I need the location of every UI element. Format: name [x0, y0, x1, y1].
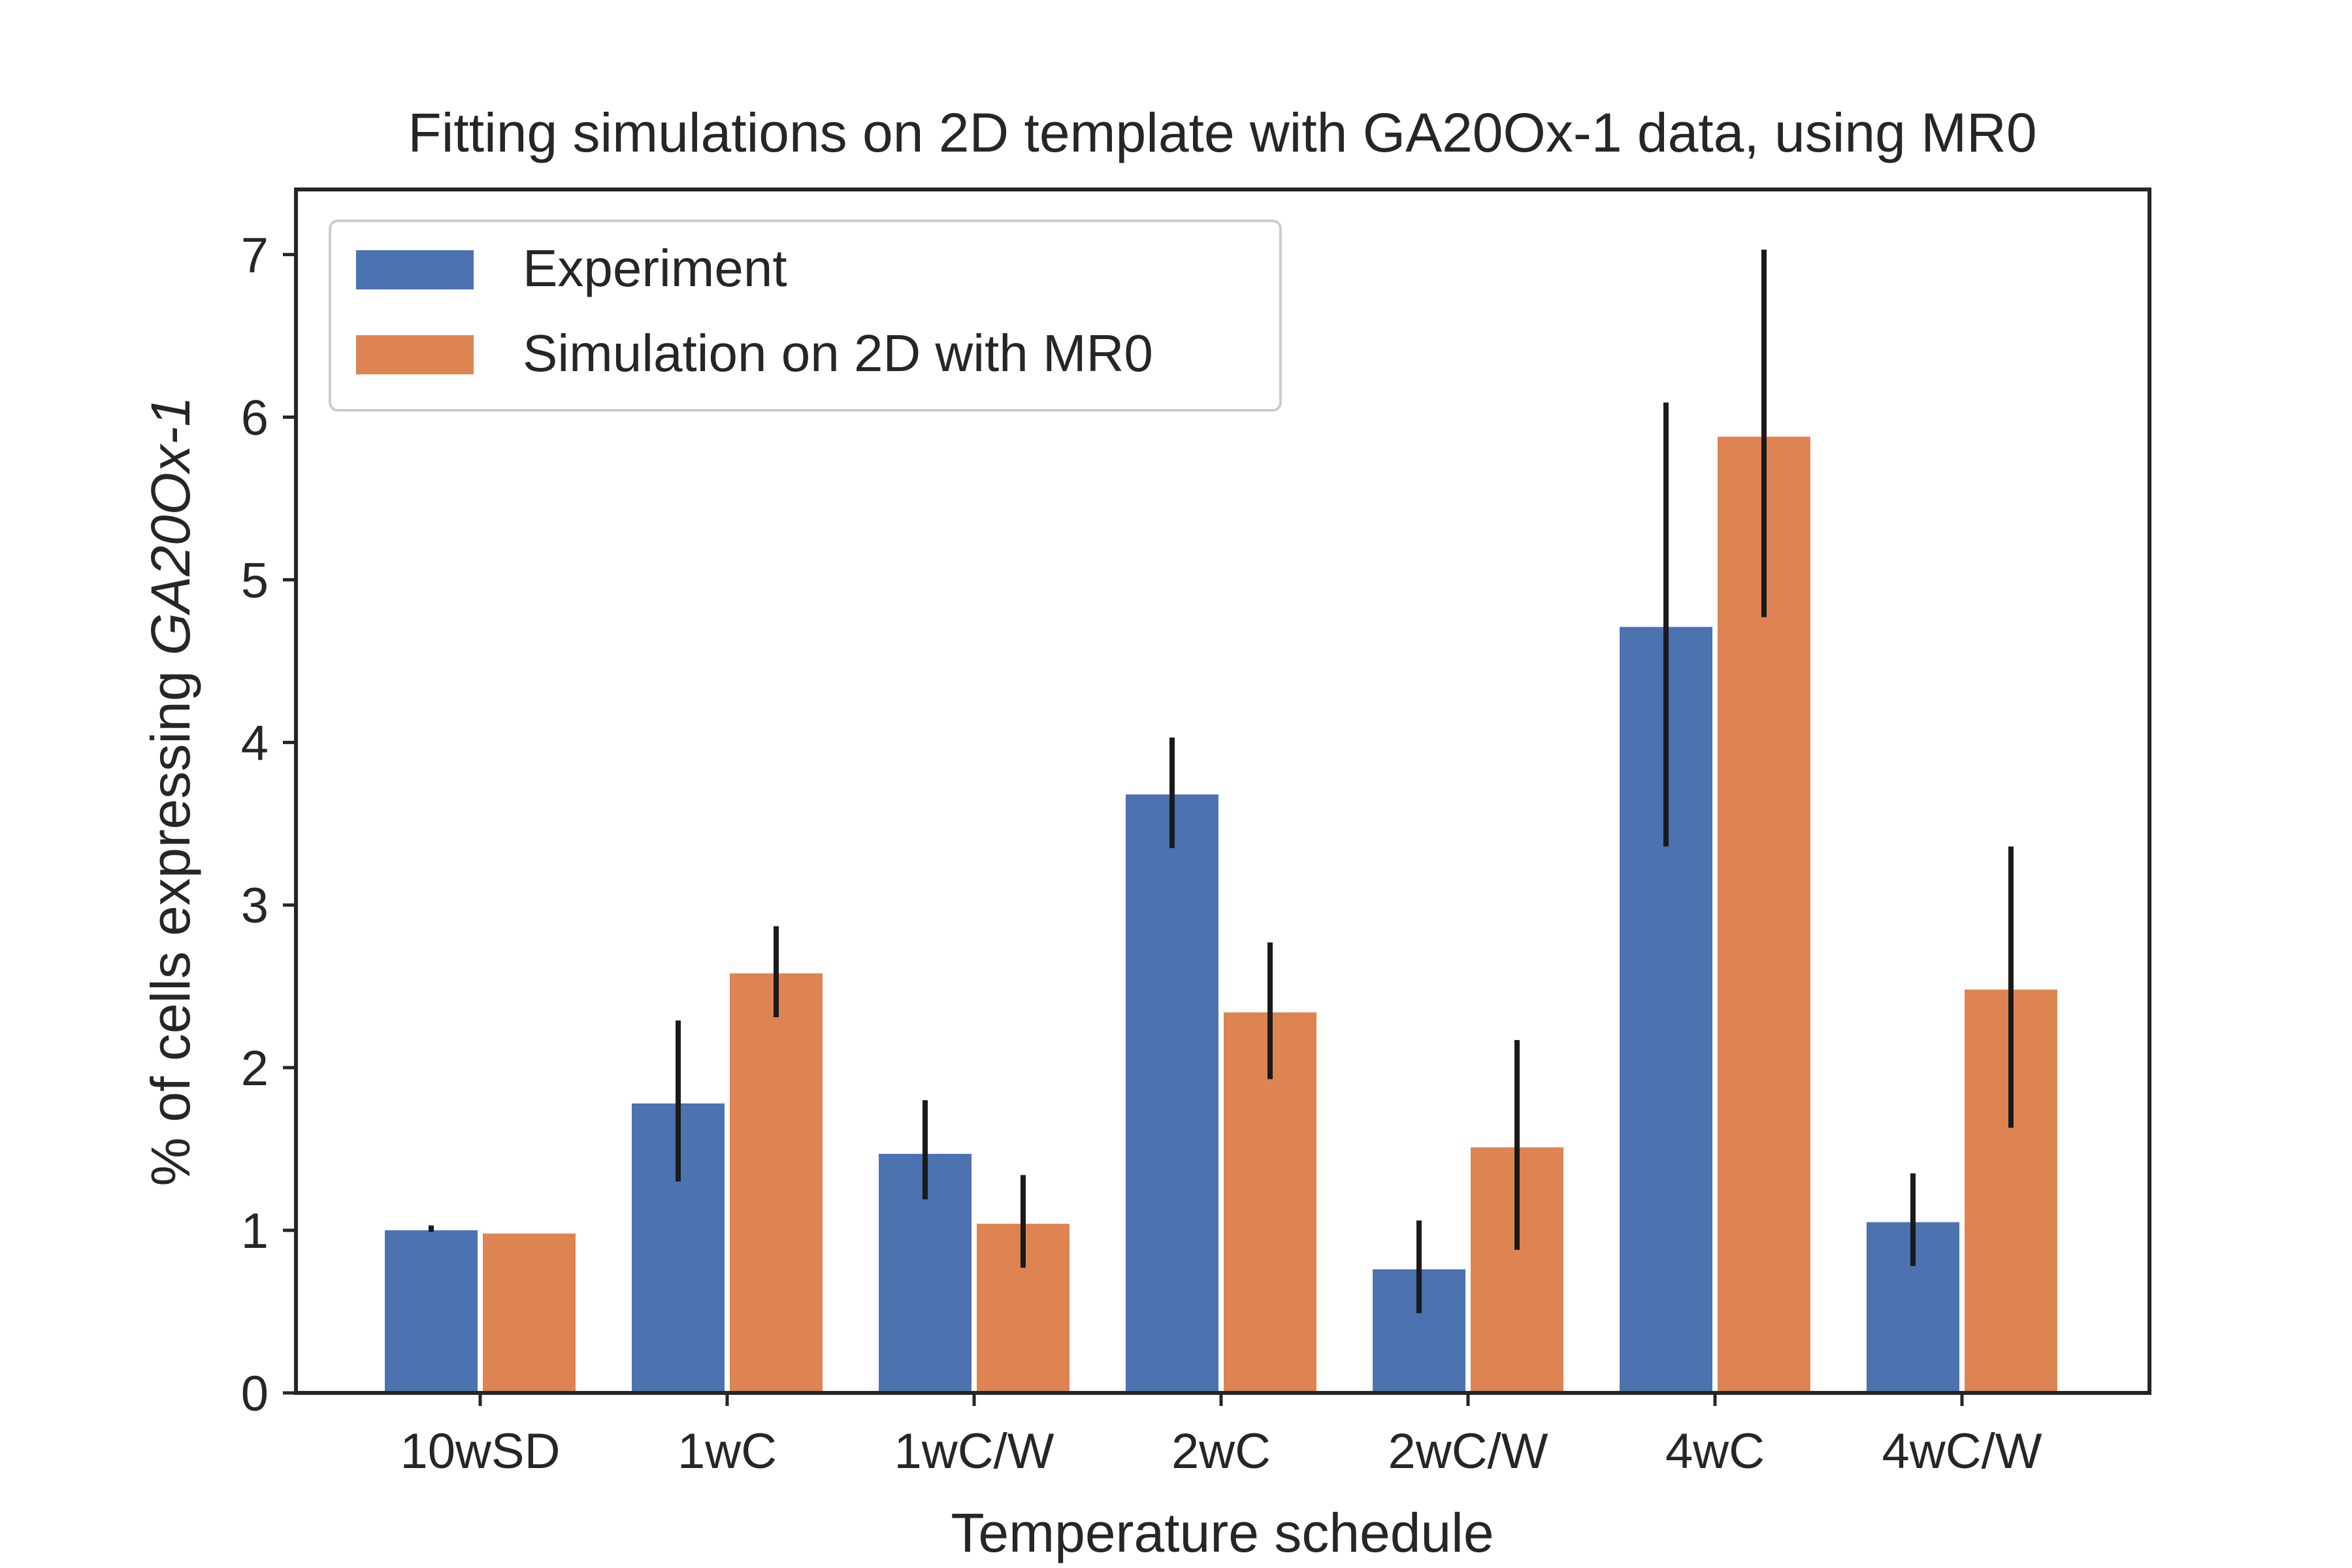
- y-tick-label: 1: [241, 1203, 269, 1259]
- y-tick-label: 3: [241, 878, 269, 934]
- x-tick-label: 4wC/W: [1882, 1424, 2042, 1479]
- chart-title: Fitting simulations on 2D template with …: [408, 102, 2036, 163]
- bars-layer: [385, 436, 2057, 1394]
- legend-label-experiment: Experiment: [523, 239, 787, 297]
- x-tick-label: 2wC/W: [1388, 1424, 1548, 1479]
- x-axis-label: Temperature schedule: [951, 1502, 1494, 1563]
- x-tick-label: 2wC: [1171, 1424, 1271, 1479]
- y-tick-label: 5: [241, 553, 269, 608]
- x-axis-ticks: 10wSD 1wC 1wC/W 2wC 2wC/W 4wC 4wC/W: [400, 1393, 2042, 1479]
- y-axis-ticks: 0 1 2 3 4 5 6 7: [241, 228, 296, 1422]
- y-axis-label: % of cells expressing GA20Ox-1: [140, 396, 201, 1186]
- y-tick-label: 6: [241, 390, 269, 446]
- error-bars-layer: [429, 250, 2014, 1314]
- y-axis-label-prefix: % of cells expressing: [140, 655, 201, 1186]
- x-tick-label: 10wSD: [400, 1424, 561, 1479]
- x-tick-label: 1wC/W: [894, 1424, 1054, 1479]
- legend-frame: [329, 220, 1282, 412]
- bar-experiment-10wSD: [385, 1230, 478, 1393]
- x-tick-label: 4wC: [1665, 1424, 1765, 1479]
- y-tick-label: 0: [241, 1366, 269, 1422]
- bar-simulation-10wSD: [483, 1233, 576, 1393]
- legend-swatch-simulation: [356, 335, 474, 374]
- legend: Experiment Simulation on 2D with MR0: [329, 220, 1282, 412]
- y-tick-label: 7: [241, 228, 269, 284]
- legend-label-simulation: Simulation on 2D with MR0: [523, 324, 1153, 382]
- y-axis-label-gene: GA20Ox-1: [140, 396, 201, 655]
- bar-experiment-2wC: [1126, 794, 1218, 1393]
- legend-swatch-experiment: [356, 250, 474, 289]
- y-tick-label: 2: [241, 1041, 269, 1096]
- x-tick-label: 1wC: [678, 1424, 777, 1479]
- y-tick-label: 4: [241, 715, 269, 771]
- bar-simulation-1wC: [730, 973, 823, 1393]
